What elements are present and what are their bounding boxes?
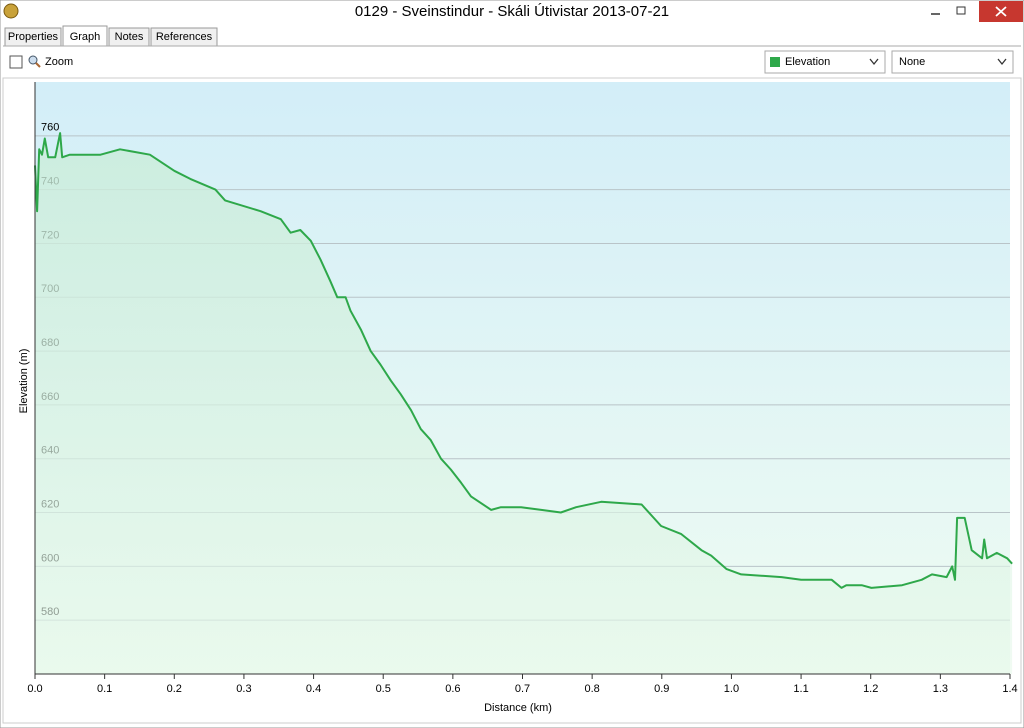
- zoom-checkbox[interactable]: [9, 55, 23, 69]
- x-tick-label: 0.6: [445, 683, 460, 695]
- x-tick-label: 0.9: [654, 683, 669, 695]
- zoom-icon-handle: [35, 62, 41, 68]
- graph-panel: [2, 77, 1022, 724]
- x-tick-label: 0.2: [167, 683, 182, 695]
- x-tick-label: 0.5: [376, 683, 391, 695]
- area-fill: [35, 133, 1013, 675]
- series-line: [34, 132, 1013, 589]
- x-tick-label: 0.0: [27, 683, 42, 695]
- zoom-icon: [28, 55, 38, 65]
- dropdown-arrow: [869, 58, 879, 66]
- tab-label: Properties: [8, 31, 59, 43]
- window-title: 0129 - Sveinstindur - Skáli Útivistar 20…: [355, 3, 669, 20]
- x-tick-label: 1.0: [724, 683, 739, 695]
- x-tick-label: 1.3: [933, 683, 948, 695]
- x-tick-label: 0.8: [584, 683, 599, 695]
- zoom-label: Zoom: [45, 56, 73, 68]
- restore-icon: [956, 6, 966, 15]
- tab-label: Graph: [70, 31, 101, 43]
- x-tick-label: 1.1: [793, 683, 808, 695]
- series-dropdown-label: Elevation: [785, 56, 830, 68]
- plot: 5806006206406606807007207407600.00.10.20…: [27, 122, 1017, 695]
- tab-label: Notes: [115, 31, 144, 43]
- app-icon: [3, 3, 19, 19]
- x-tick-label: 1.2: [863, 683, 878, 695]
- series-swatch: [770, 57, 780, 67]
- series-dropdown[interactable]: [764, 50, 886, 74]
- second-dropdown-label: None: [899, 56, 925, 68]
- close-icon: [995, 6, 1007, 17]
- second-dropdown[interactable]: [891, 50, 1014, 74]
- x-axis-label: Distance (km): [484, 702, 552, 714]
- x-tick-label: 1.4: [1002, 683, 1017, 695]
- x-tick-label: 0.3: [236, 683, 251, 695]
- minimize-button[interactable]: [922, 3, 948, 21]
- x-tick-label: 0.4: [306, 683, 321, 695]
- y-axis-label: Elevation (m): [18, 349, 30, 414]
- tab-label: References: [156, 31, 213, 43]
- x-tick-label: 0.7: [515, 683, 530, 695]
- restore-button[interactable]: [950, 3, 976, 21]
- y-tick-label: 760: [41, 122, 59, 134]
- dropdown-arrow: [997, 58, 1007, 66]
- x-tick-label: 0.1: [97, 683, 112, 695]
- tab-bar: Properties Graph Notes References: [4, 25, 218, 47]
